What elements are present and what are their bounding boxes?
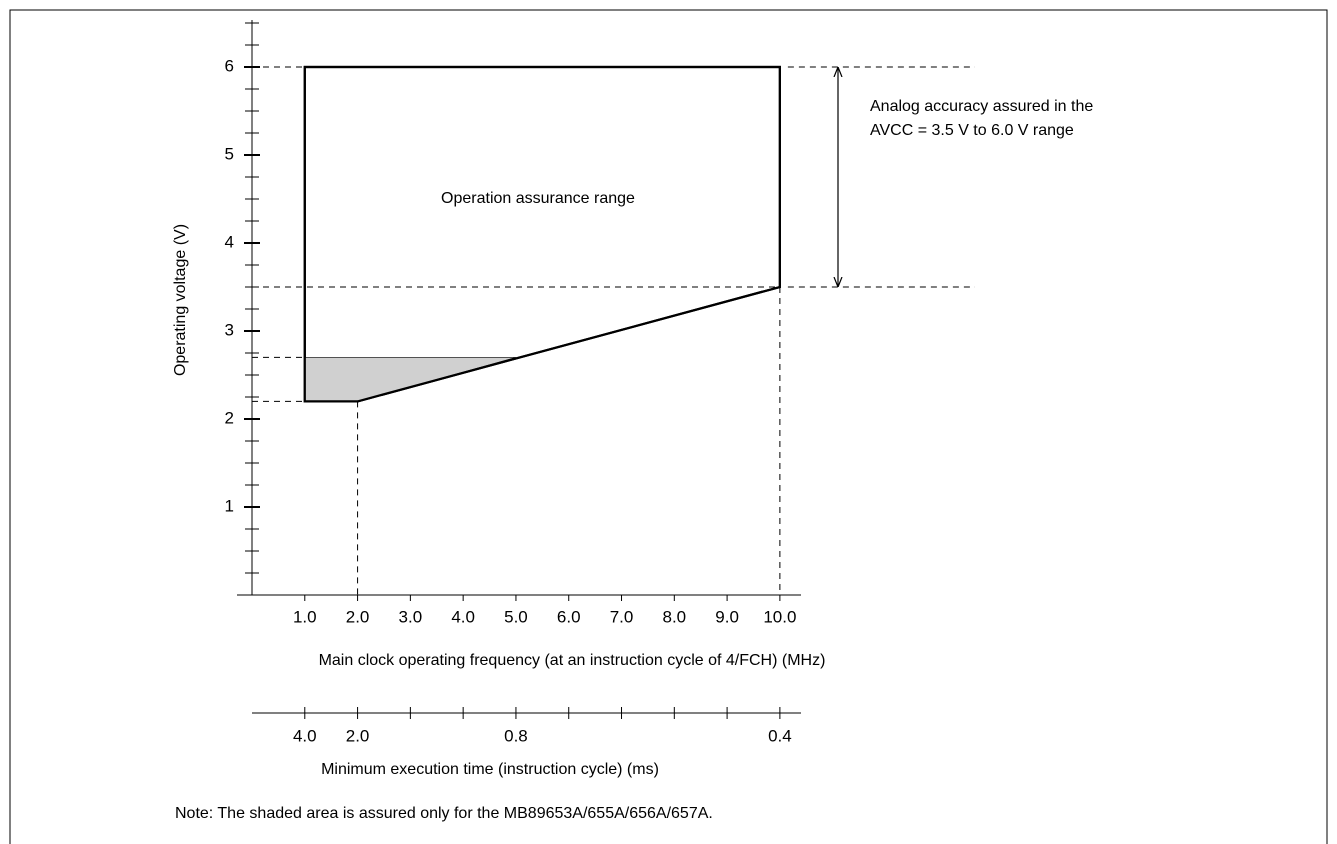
x-tick-label: 5.0 <box>504 607 528 626</box>
x-tick-label: 6.0 <box>557 607 581 626</box>
x-tick-label: 1.0 <box>293 607 317 626</box>
x2-axis-label: Minimum execution time (instruction cycl… <box>321 761 659 778</box>
shaded-area <box>304 357 517 402</box>
region-outline <box>303 65 781 403</box>
annotation: Analog accuracy assured in the <box>870 98 1093 115</box>
region-label: Operation assurance range <box>441 190 635 207</box>
frame <box>9 9 1328 844</box>
x-tick-label: 8.0 <box>662 607 686 626</box>
x2-tick-label: 0.4 <box>768 726 792 745</box>
y-tick-label: 1 <box>225 496 234 515</box>
y-tick-label: 4 <box>225 232 234 251</box>
y-tick-label: 5 <box>225 144 234 163</box>
annotation: AVCC = 3.5 V to 6.0 V range <box>870 122 1074 139</box>
y-tick-label: 2 <box>225 408 234 427</box>
x2-tick-label: 2.0 <box>346 726 370 745</box>
y-tick-label: 3 <box>225 320 234 339</box>
x2-tick-label: 0.8 <box>504 726 528 745</box>
x-tick-label: 4.0 <box>451 607 475 626</box>
x2-tick-label: 4.0 <box>293 726 317 745</box>
x-tick-label: 9.0 <box>715 607 739 626</box>
x-tick-label: 7.0 <box>610 607 634 626</box>
x-tick-label: 10.0 <box>763 607 796 626</box>
y-axis-label: Operating voltage (V) <box>172 224 189 376</box>
x-tick-label: 2.0 <box>346 607 370 626</box>
y-tick-label: 6 <box>225 56 234 75</box>
note: Note: The shaded area is assured only fo… <box>175 805 713 822</box>
x-axis-label: Main clock operating frequency (at an in… <box>319 652 826 669</box>
x-tick-label: 3.0 <box>399 607 423 626</box>
